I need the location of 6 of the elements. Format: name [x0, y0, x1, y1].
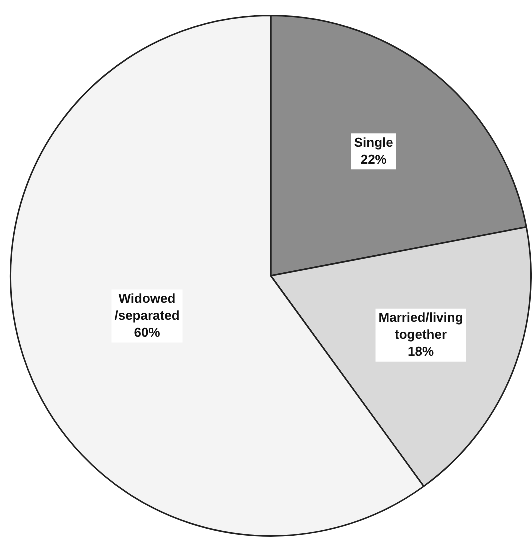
data-label: 60% — [134, 324, 161, 340]
slice-label: Widowed /separated — [114, 290, 180, 323]
data-label: 18% — [408, 344, 434, 359]
slice-label: Single — [354, 134, 394, 150]
slice-label: Married/living together — [378, 310, 464, 342]
data-label: 22% — [360, 152, 388, 167]
